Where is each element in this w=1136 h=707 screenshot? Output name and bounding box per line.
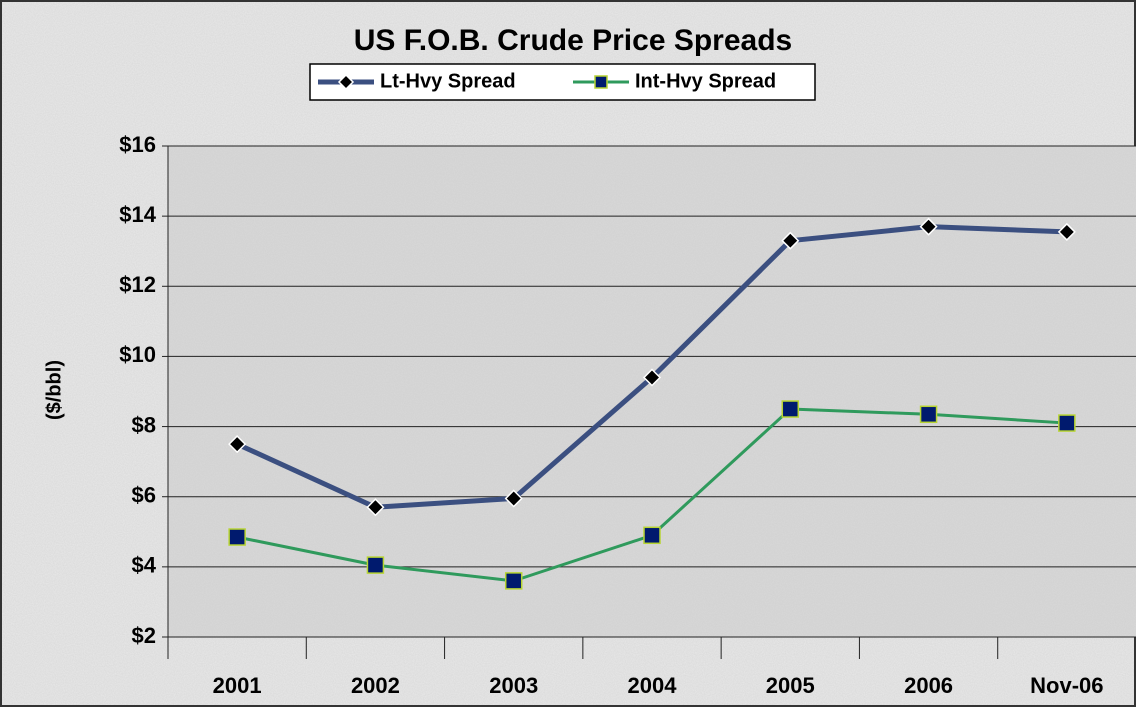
legend-label: Lt-Hvy Spread [380,70,516,92]
data-point [781,400,800,418]
data-point [366,498,385,517]
data-point [919,217,938,236]
legend-label: Int-Hvy Spread [635,70,776,92]
data-point [642,368,662,387]
data-point [1057,222,1076,241]
chart-title: US F.O.B. Crude Price Spreads [354,24,792,57]
x-tick-label: Nov-06 [1030,673,1103,698]
data-point [228,528,246,546]
y-tick-label: $10 [119,342,156,367]
x-tick-label: 2002 [351,673,400,698]
data-point [1058,414,1076,432]
x-tick-label: 2005 [766,673,815,698]
y-tick-label: $6 [132,483,156,508]
legend [309,63,816,101]
x-tick-label: 2006 [904,673,953,698]
y-tick-label: $12 [119,272,156,297]
legend-marker [337,73,355,91]
x-tick-label: 2004 [628,673,678,698]
legend-marker [594,75,608,89]
data-point [919,405,938,424]
data-point [504,489,523,508]
data-point [643,526,661,545]
data-point [781,231,800,250]
data-point [504,572,523,590]
y-tick-label: $14 [119,202,156,227]
data-point [366,556,385,574]
y-tick-label: $16 [119,132,156,157]
y-tick-label: $8 [132,412,156,437]
y-axis-label: ($/bbl) [43,360,65,420]
y-tick-label: $4 [132,553,157,578]
plot-texture [168,146,1136,637]
x-tick-label: 2003 [489,673,538,698]
y-tick-label: $2 [132,623,156,648]
data-point [228,435,247,454]
x-tick-label: 2001 [213,673,262,698]
